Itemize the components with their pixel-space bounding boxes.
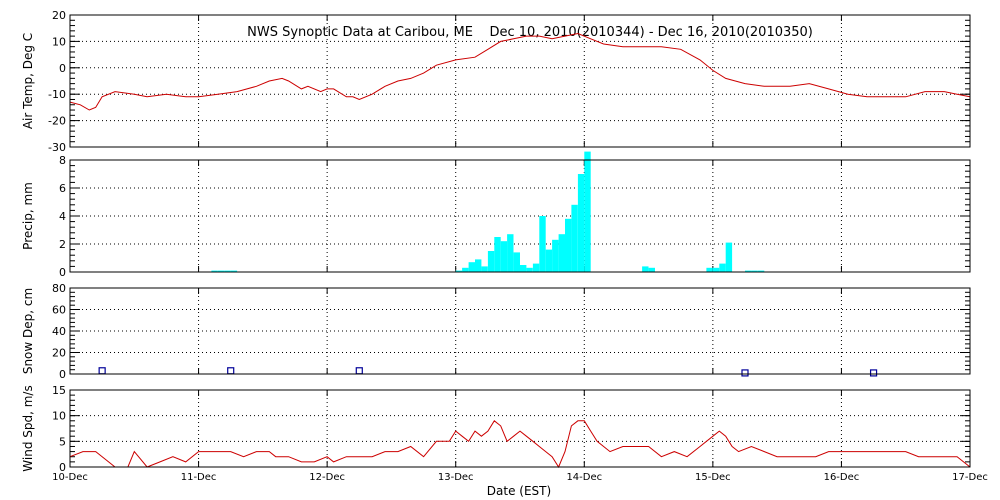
x-tick-label: 17-Dec [952, 472, 988, 483]
x-tick-label: 13-Dec [438, 472, 474, 483]
precip-bar [526, 267, 533, 272]
panel-frame [69, 389, 971, 468]
panel-temp: -30 -20 -10 0 10 20 Air Temp, Deg C [21, 9, 971, 154]
panel-frame [69, 14, 971, 148]
precip-bar [217, 270, 225, 272]
panel-precip: 0 2 4 6 8 Precip, mm [21, 151, 971, 279]
precip-bar [751, 270, 758, 272]
precip-bar [468, 262, 475, 272]
y-tick-label: 0 [59, 461, 66, 474]
precip-bar [725, 242, 733, 272]
y-tick-label: 10 [52, 35, 66, 48]
precip-bar [558, 234, 565, 272]
snow-depth-marker [227, 367, 235, 375]
panel-frame [69, 287, 971, 375]
panel-wind: 0 5 10 15 Wind Spd, m/s 10-Dec 11-Dec 12-Dec 13-… [21, 384, 988, 483]
snow-depth-marker [355, 367, 363, 375]
y-tick-label: 80 [52, 282, 66, 295]
precip-bar [719, 263, 726, 272]
precip-bar [462, 267, 469, 272]
precip-bar [500, 241, 508, 272]
precip-bar [539, 216, 546, 272]
x-tick-label: 14-Dec [566, 472, 602, 483]
precip-bar [520, 265, 527, 272]
precip-bar [571, 204, 578, 272]
y-tick-label: -30 [48, 141, 66, 154]
precip-bar [475, 259, 482, 272]
precip-bar [455, 270, 463, 272]
y-tick-label: 10 [52, 410, 66, 423]
y-axis-label: Snow Dep, cm [21, 288, 35, 374]
precip-bar [745, 270, 752, 272]
precip-bar [230, 270, 238, 272]
precip-bar [211, 270, 218, 272]
y-tick-label: 60 [52, 304, 66, 317]
y-axis-label: Wind Spd, m/s [21, 385, 35, 471]
y-tick-label: -10 [48, 88, 66, 101]
snow-depth-marker [869, 369, 878, 377]
snow-depth-marker [741, 369, 749, 377]
x-tick-label: 15-Dec [695, 472, 731, 483]
chart-title: NWS Synoptic Data at Caribou, ME Dec 10,… [247, 25, 813, 40]
precip-bar [648, 267, 655, 272]
panel-frame [69, 159, 971, 273]
y-tick-label: 40 [52, 325, 66, 338]
y-tick-label: 15 [52, 384, 66, 397]
y-tick-label: 8 [59, 154, 66, 167]
precip-bar [494, 237, 501, 272]
y-tick-label: 4 [59, 210, 66, 223]
precip-bar [565, 218, 572, 272]
y-tick-label: 2 [59, 238, 66, 251]
x-tick-label: 16-Dec [824, 472, 860, 483]
precip-bar [481, 266, 488, 272]
precip-bar [712, 267, 720, 272]
precip-bar [507, 234, 514, 272]
panel-snow: 0 20 40 60 80 Snow Dep, cm [21, 282, 971, 381]
precip-bar [706, 267, 713, 272]
chart-panels: -30 -20 -10 0 10 20 Air Temp, Deg C 0 2 4 6 8 Precip… [21, 9, 988, 483]
precip-bar [545, 249, 553, 272]
y-tick-label: 0 [59, 266, 66, 279]
y-axis-label: Air Temp, Deg C [21, 33, 35, 129]
y-tick-label: 0 [59, 62, 66, 75]
snow-depth-marker [98, 367, 106, 375]
wind-series-line [69, 420, 971, 469]
y-tick-label: 0 [59, 368, 66, 381]
precip-bar [552, 239, 559, 272]
x-tick-label: 12-Dec [309, 472, 345, 483]
y-tick-label: -20 [48, 115, 66, 128]
precip-bar [487, 251, 495, 272]
y-tick-label: 6 [59, 182, 66, 195]
precip-bar [224, 270, 231, 272]
y-axis-label: Precip, mm [21, 182, 35, 250]
precip-bar [584, 151, 591, 272]
precip-bar [757, 270, 765, 272]
x-tick-label: 11-Dec [181, 472, 217, 483]
x-axis-label: Date (EST) [487, 484, 551, 498]
precip-bar [642, 266, 649, 272]
y-tick-label: 20 [52, 347, 66, 360]
precip-bar [577, 174, 585, 272]
precip-bar [532, 263, 540, 272]
y-tick-label: 5 [59, 435, 66, 448]
x-tick-label: 10-Dec [52, 472, 88, 483]
temp-series-line [69, 32, 971, 111]
precip-bar [513, 252, 520, 272]
y-tick-label: 20 [52, 9, 66, 22]
